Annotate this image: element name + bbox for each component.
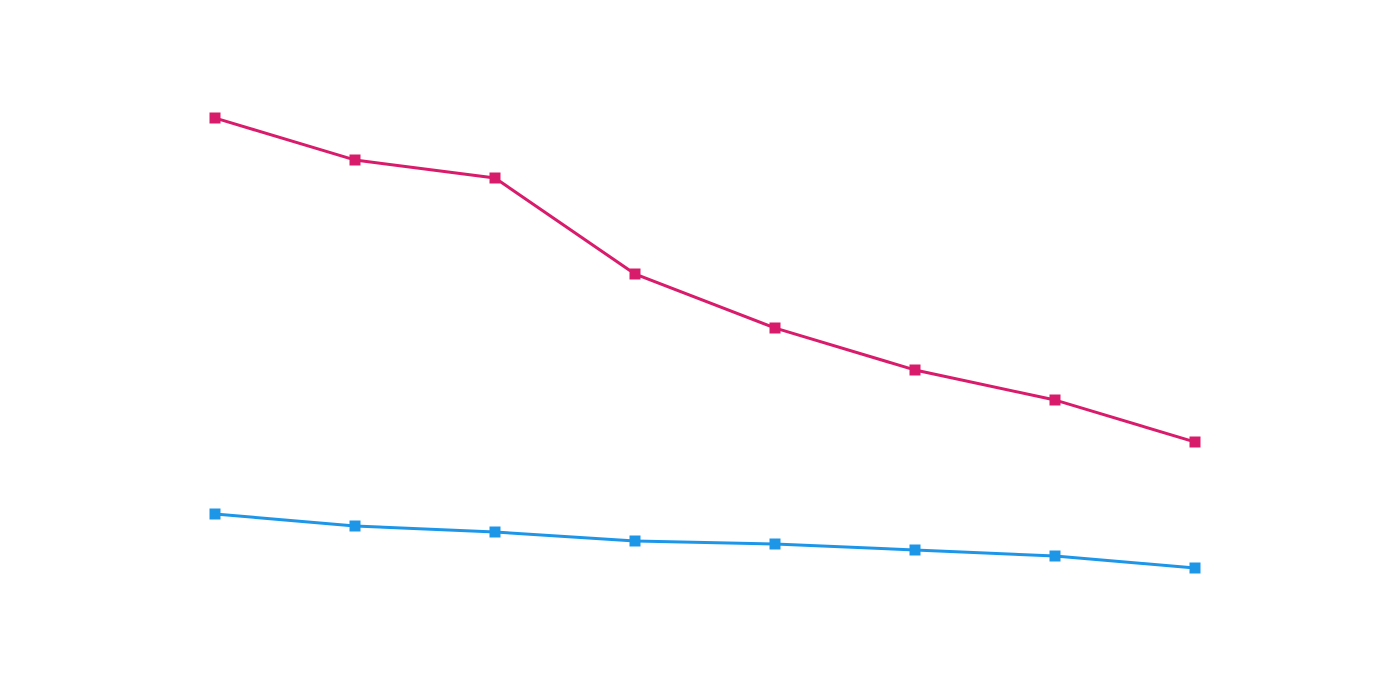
point-marker: [1049, 394, 1061, 406]
point-marker: [909, 364, 921, 376]
point-marker: [1189, 562, 1201, 574]
point-marker: [489, 172, 501, 184]
point-marker: [769, 538, 781, 550]
point-marker: [1189, 436, 1201, 448]
series-line: [214, 512, 1196, 570]
point-marker: [209, 112, 221, 124]
point-marker: [209, 508, 221, 520]
point-marker: [349, 154, 361, 166]
point-marker: [489, 526, 501, 538]
point-marker: [769, 322, 781, 334]
point-marker: [629, 535, 641, 547]
point-marker: [629, 268, 641, 280]
series-line: [214, 116, 1196, 444]
point-marker: [349, 520, 361, 532]
point-marker: [909, 544, 921, 556]
point-marker: [1049, 550, 1061, 562]
